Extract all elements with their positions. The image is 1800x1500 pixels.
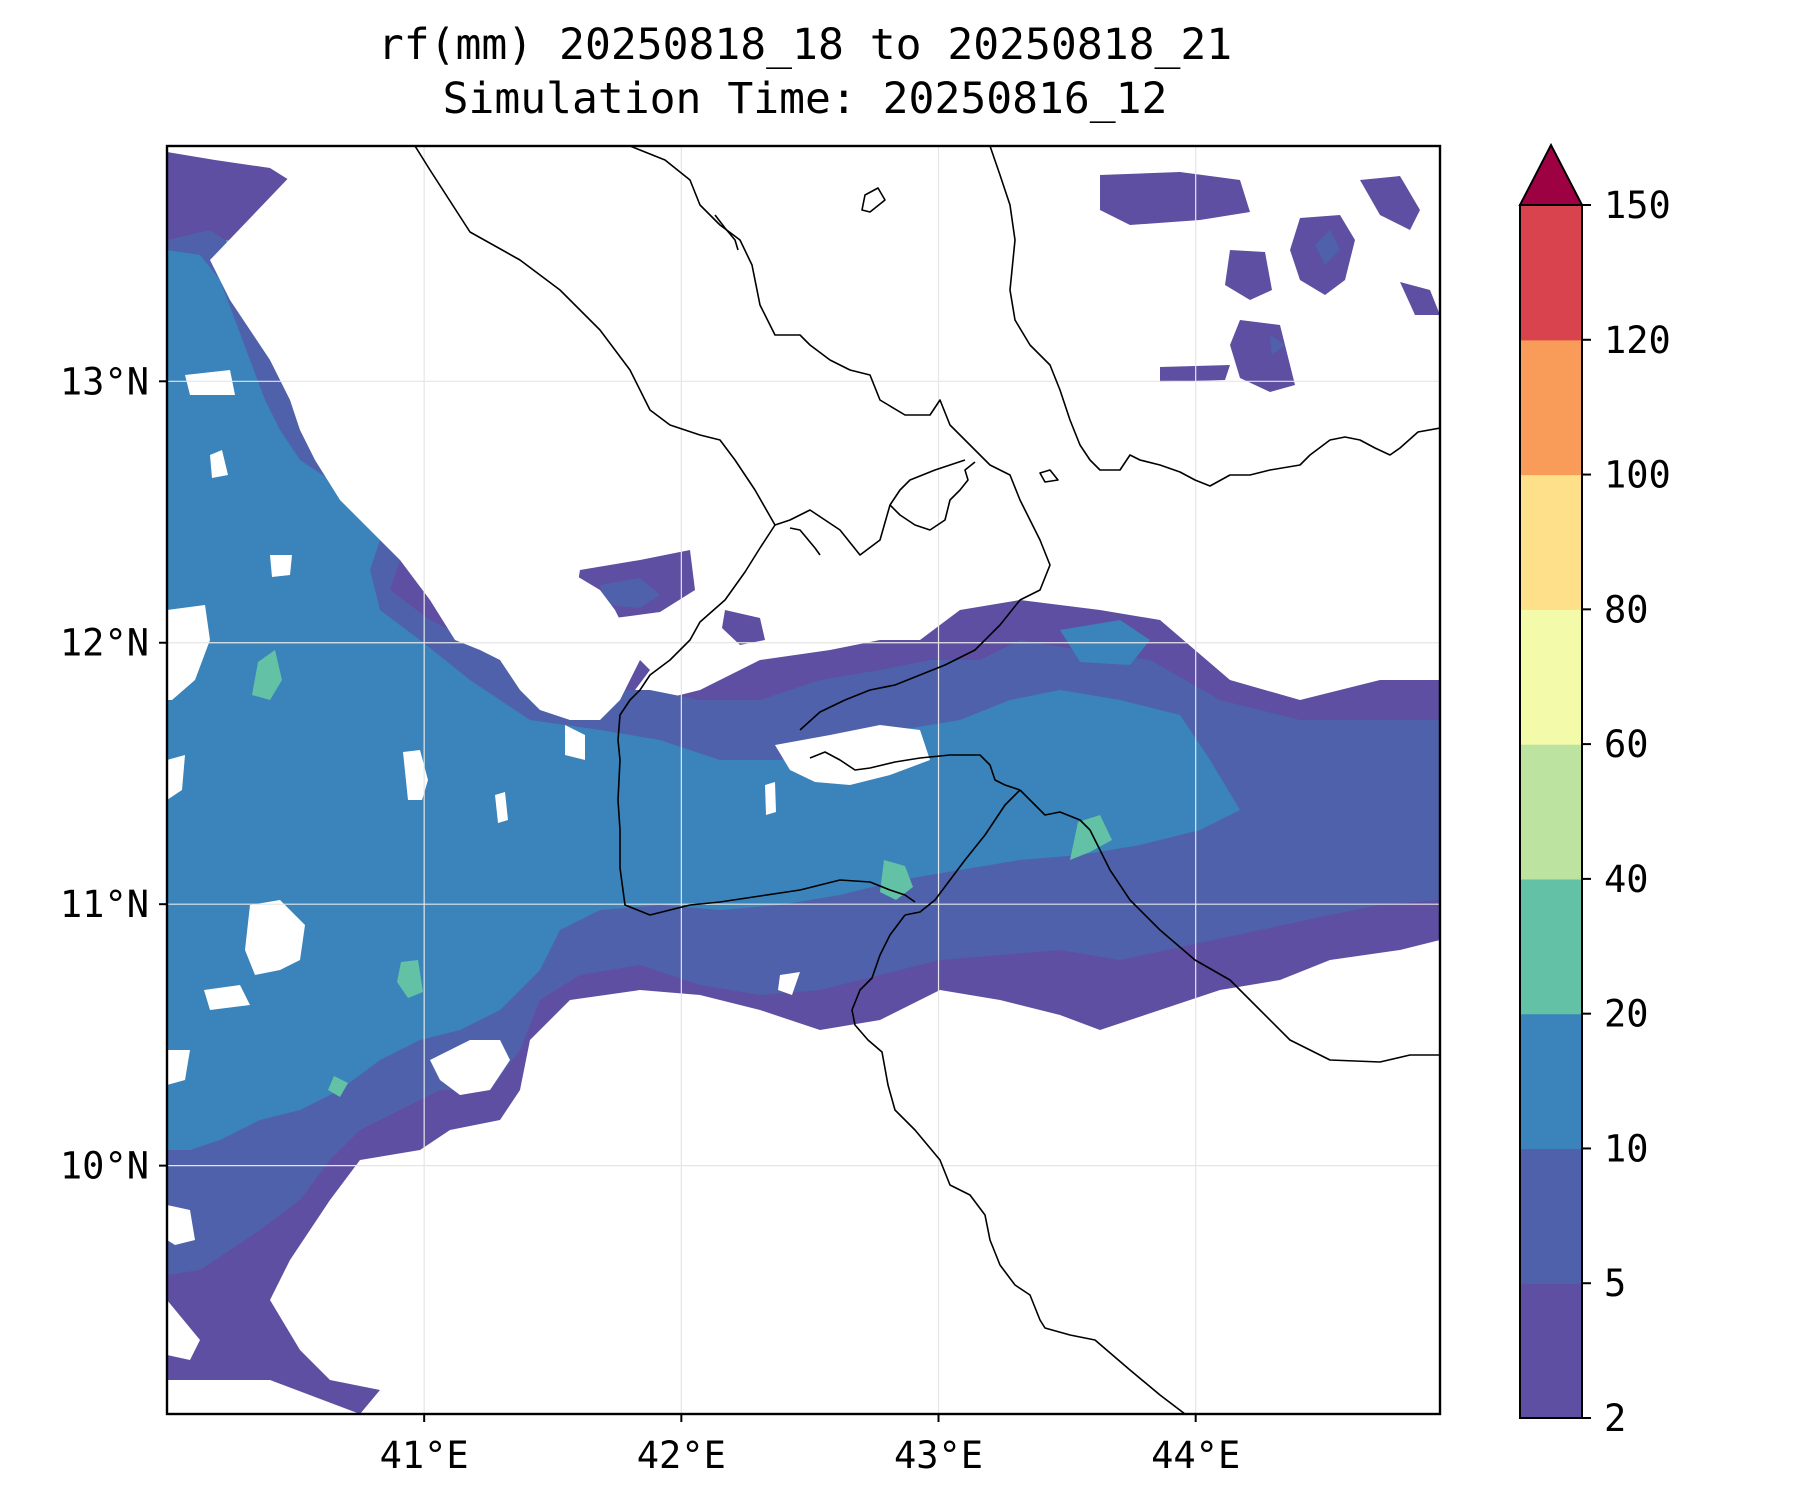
y-tick-label: 10°N [60,1145,149,1188]
colorbar-tick-label: 100 [1604,454,1671,497]
map-frame [165,144,1442,1416]
x-tick-label: 41°E [380,1434,469,1477]
colorbar-segment [1520,205,1582,341]
coastlines-and-borders [414,146,1440,1414]
colorbar-tick-label: 20 [1604,993,1649,1036]
colorbar-segment [1520,744,1582,880]
map-panel [167,146,1440,1414]
title-line-1: rf(mm) 20250818_18 to 20250818_21 [378,20,1232,70]
latitude-axis: 10°N 11°N 12°N 13°N [60,360,167,1188]
dry-areas [167,146,1440,1414]
colorbar-tick-label: 2 [1604,1397,1626,1440]
colorbar-tick-label: 40 [1604,858,1649,901]
y-tick-label: 11°N [60,883,149,926]
colorbar-segment [1520,339,1582,476]
colorbar-tick-label: 5 [1604,1262,1626,1305]
gridlines [167,146,1440,1414]
rainfall-fill-20-40 [226,240,1112,1097]
colorbar-segment [1520,609,1582,745]
colorbar-tick-label: 10 [1604,1127,1649,1170]
colorbar: 2 5 10 20 40 60 80 100 120 150 [1518,142,1671,1440]
x-tick-label: 42°E [637,1434,726,1477]
title-line-2: Simulation Time: 20250816_12 [443,74,1168,124]
colorbar-tick-label: 150 [1604,184,1671,227]
colorbar-segment [1520,1148,1582,1284]
x-tick-label: 44°E [1151,1434,1240,1477]
y-tick-label: 13°N [60,360,149,403]
longitude-axis: 41°E 42°E 43°E 44°E [380,1414,1240,1477]
colorbar-segment [1520,1013,1582,1150]
colorbar-frame [1519,204,1583,1419]
colorbar-segment [1520,474,1582,610]
colorbar-tick-label: 60 [1604,723,1649,766]
colorbar-segment [1520,878,1582,1015]
colorbar-tick-label: 80 [1604,588,1649,631]
colorbar-segment [1520,1283,1582,1419]
y-tick-label: 12°N [60,622,149,665]
x-tick-label: 43°E [894,1434,983,1477]
colorbar-tick-label: 120 [1604,319,1671,362]
colorbar-extend-arrow [1518,142,1584,206]
